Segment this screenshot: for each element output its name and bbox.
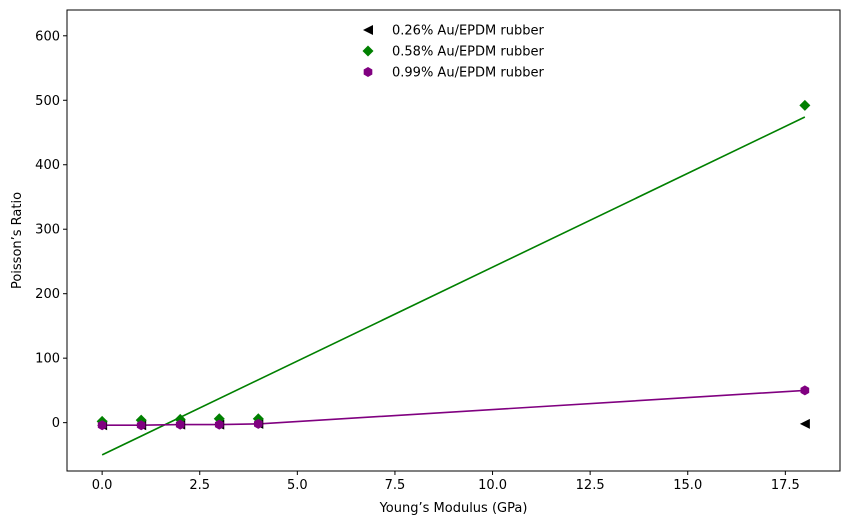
data-point bbox=[799, 99, 811, 111]
y-tick-label: 300 bbox=[35, 223, 60, 238]
data-point bbox=[136, 420, 146, 431]
legend-label: 0.58% Au/EPDM rubber bbox=[392, 45, 544, 60]
data-point bbox=[253, 418, 263, 429]
y-tick-label: 0 bbox=[52, 416, 60, 431]
fit-line-0-99-au-epdm-rubber bbox=[102, 389, 805, 427]
legend: 0.26% Au/EPDM rubber 0.58% Au/EPDM rubber… bbox=[362, 24, 544, 81]
data-point bbox=[175, 419, 185, 430]
x-tick-label: 5.0 bbox=[287, 478, 308, 493]
legend-marker bbox=[363, 67, 373, 77]
x-tick-label: 2.5 bbox=[189, 478, 210, 493]
x-axis-label: Young’s Modulus (GPa) bbox=[379, 501, 528, 516]
data-point bbox=[214, 419, 224, 430]
legend-entry: 0.26% Au/EPDM rubber bbox=[363, 24, 544, 39]
y-tick-label: 200 bbox=[35, 287, 60, 302]
y-tick-label: 500 bbox=[35, 94, 60, 109]
x-tick-label: 0.0 bbox=[92, 478, 113, 493]
legend-label: 0.26% Au/EPDM rubber bbox=[392, 24, 544, 39]
x-tick-label: 12.5 bbox=[576, 478, 605, 493]
data-point bbox=[97, 420, 107, 431]
data-point bbox=[799, 418, 810, 429]
data-point bbox=[800, 385, 810, 396]
y-tick-label: 400 bbox=[35, 158, 60, 173]
y-tick-label: 600 bbox=[35, 29, 60, 44]
legend-label: 0.99% Au/EPDM rubber bbox=[392, 66, 544, 81]
series-0-58-au-epdm-rubber bbox=[96, 99, 811, 427]
legend-marker bbox=[363, 25, 373, 35]
y-tick-label: 100 bbox=[35, 352, 60, 367]
legend-entry: 0.99% Au/EPDM rubber bbox=[363, 66, 544, 81]
x-tick-label: 7.5 bbox=[385, 478, 406, 493]
x-tick-label: 15.0 bbox=[673, 478, 702, 493]
plot-area-frame bbox=[66, 9, 841, 472]
y-axis-label: Poisson’s Ratio bbox=[10, 192, 25, 289]
y-axis-ticks: 0 100 200 300 400 500 600 bbox=[35, 29, 67, 431]
data-points bbox=[96, 99, 811, 431]
series-0-99-au-epdm-rubber bbox=[97, 385, 810, 431]
x-tick-label: 10.0 bbox=[478, 478, 507, 493]
x-axis-ticks: 0.0 2.5 5.0 7.5 10.0 12.5 15.0 17.5 bbox=[92, 471, 800, 493]
legend-entry: 0.58% Au/EPDM rubber bbox=[362, 45, 544, 60]
fit-line-0-58-au-epdm-rubber bbox=[101, 116, 806, 456]
legend-marker bbox=[362, 45, 374, 57]
fit-lines bbox=[101, 116, 806, 456]
x-tick-label: 17.5 bbox=[771, 478, 800, 493]
